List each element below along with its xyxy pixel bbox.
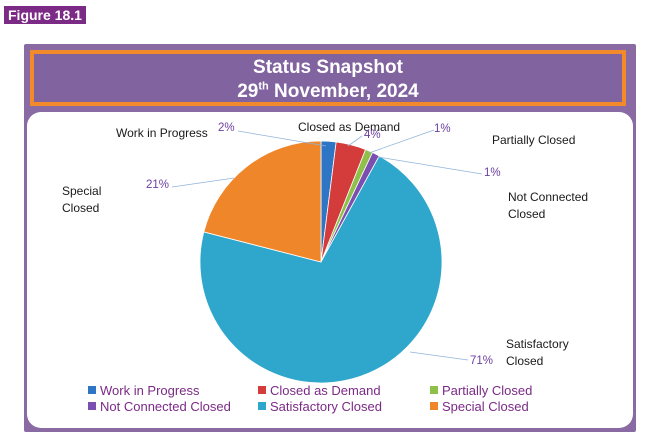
chart-subtitle: 29th November, 2024	[237, 80, 419, 102]
leader-line-special-closed	[171, 177, 235, 188]
leader-line-closed-as-demand	[347, 135, 363, 147]
value-label-partially-closed: 1%	[434, 123, 451, 135]
chart-title-box: Status Snapshot 29th November, 2024	[30, 50, 626, 106]
legend-swatch-work-in-progress	[88, 386, 96, 394]
value-label-work-in-progress: 2%	[218, 122, 235, 134]
category-label-work-in-progress: Work in Progress	[116, 126, 208, 140]
pie-slice-special-closed	[203, 140, 322, 263]
legend-swatch-special-closed	[430, 402, 438, 410]
legend-label-closed-as-demand: Closed as Demand	[270, 383, 381, 398]
legend: Work in Progress Closed as Demand Partiall…	[88, 383, 532, 414]
category-label-special-closed: Special Closed	[62, 184, 101, 215]
value-label-special-closed: 21%	[146, 179, 169, 191]
value-label-closed-as-demand: 4%	[364, 129, 381, 141]
legend-swatch-partially-closed	[430, 386, 438, 394]
leader-line-satisfactory-closed	[409, 351, 469, 361]
legend-swatch-satisfactory-closed	[258, 402, 266, 410]
legend-label-satisfactory-closed: Satisfactory Closed	[270, 399, 382, 414]
leader-line-work-in-progress	[237, 130, 327, 147]
leader-line-not-connected-closed	[377, 156, 483, 175]
legend-label-work-in-progress: Work in Progress	[100, 383, 200, 398]
legend-swatch-not-connected-closed	[88, 402, 96, 410]
leader-line-partially-closed	[368, 129, 435, 154]
figure-label: Figure 18.1	[4, 6, 86, 24]
pie-slices	[199, 140, 443, 384]
legend-swatch-closed-as-demand	[258, 386, 266, 394]
pie-slice-satisfactory-closed	[199, 155, 443, 384]
legend-label-not-connected-closed: Not Connected Closed	[100, 399, 231, 414]
leader-lines	[171, 129, 483, 361]
legend-label-partially-closed: Partially Closed	[442, 383, 532, 398]
value-label-satisfactory-closed: 71%	[470, 355, 493, 367]
category-label-not-connected-closed: Not Connected Closed	[508, 190, 588, 221]
category-label-satisfactory-closed: Satisfactory Closed	[506, 337, 569, 368]
value-label-not-connected-closed: 1%	[484, 167, 501, 179]
category-label-closed-as-demand: Closed as Demand	[298, 120, 400, 134]
category-label-partially-closed: Partially Closed	[492, 133, 575, 147]
chart-title: Status Snapshot	[253, 57, 403, 78]
legend-label-special-closed: Special Closed	[442, 399, 529, 414]
